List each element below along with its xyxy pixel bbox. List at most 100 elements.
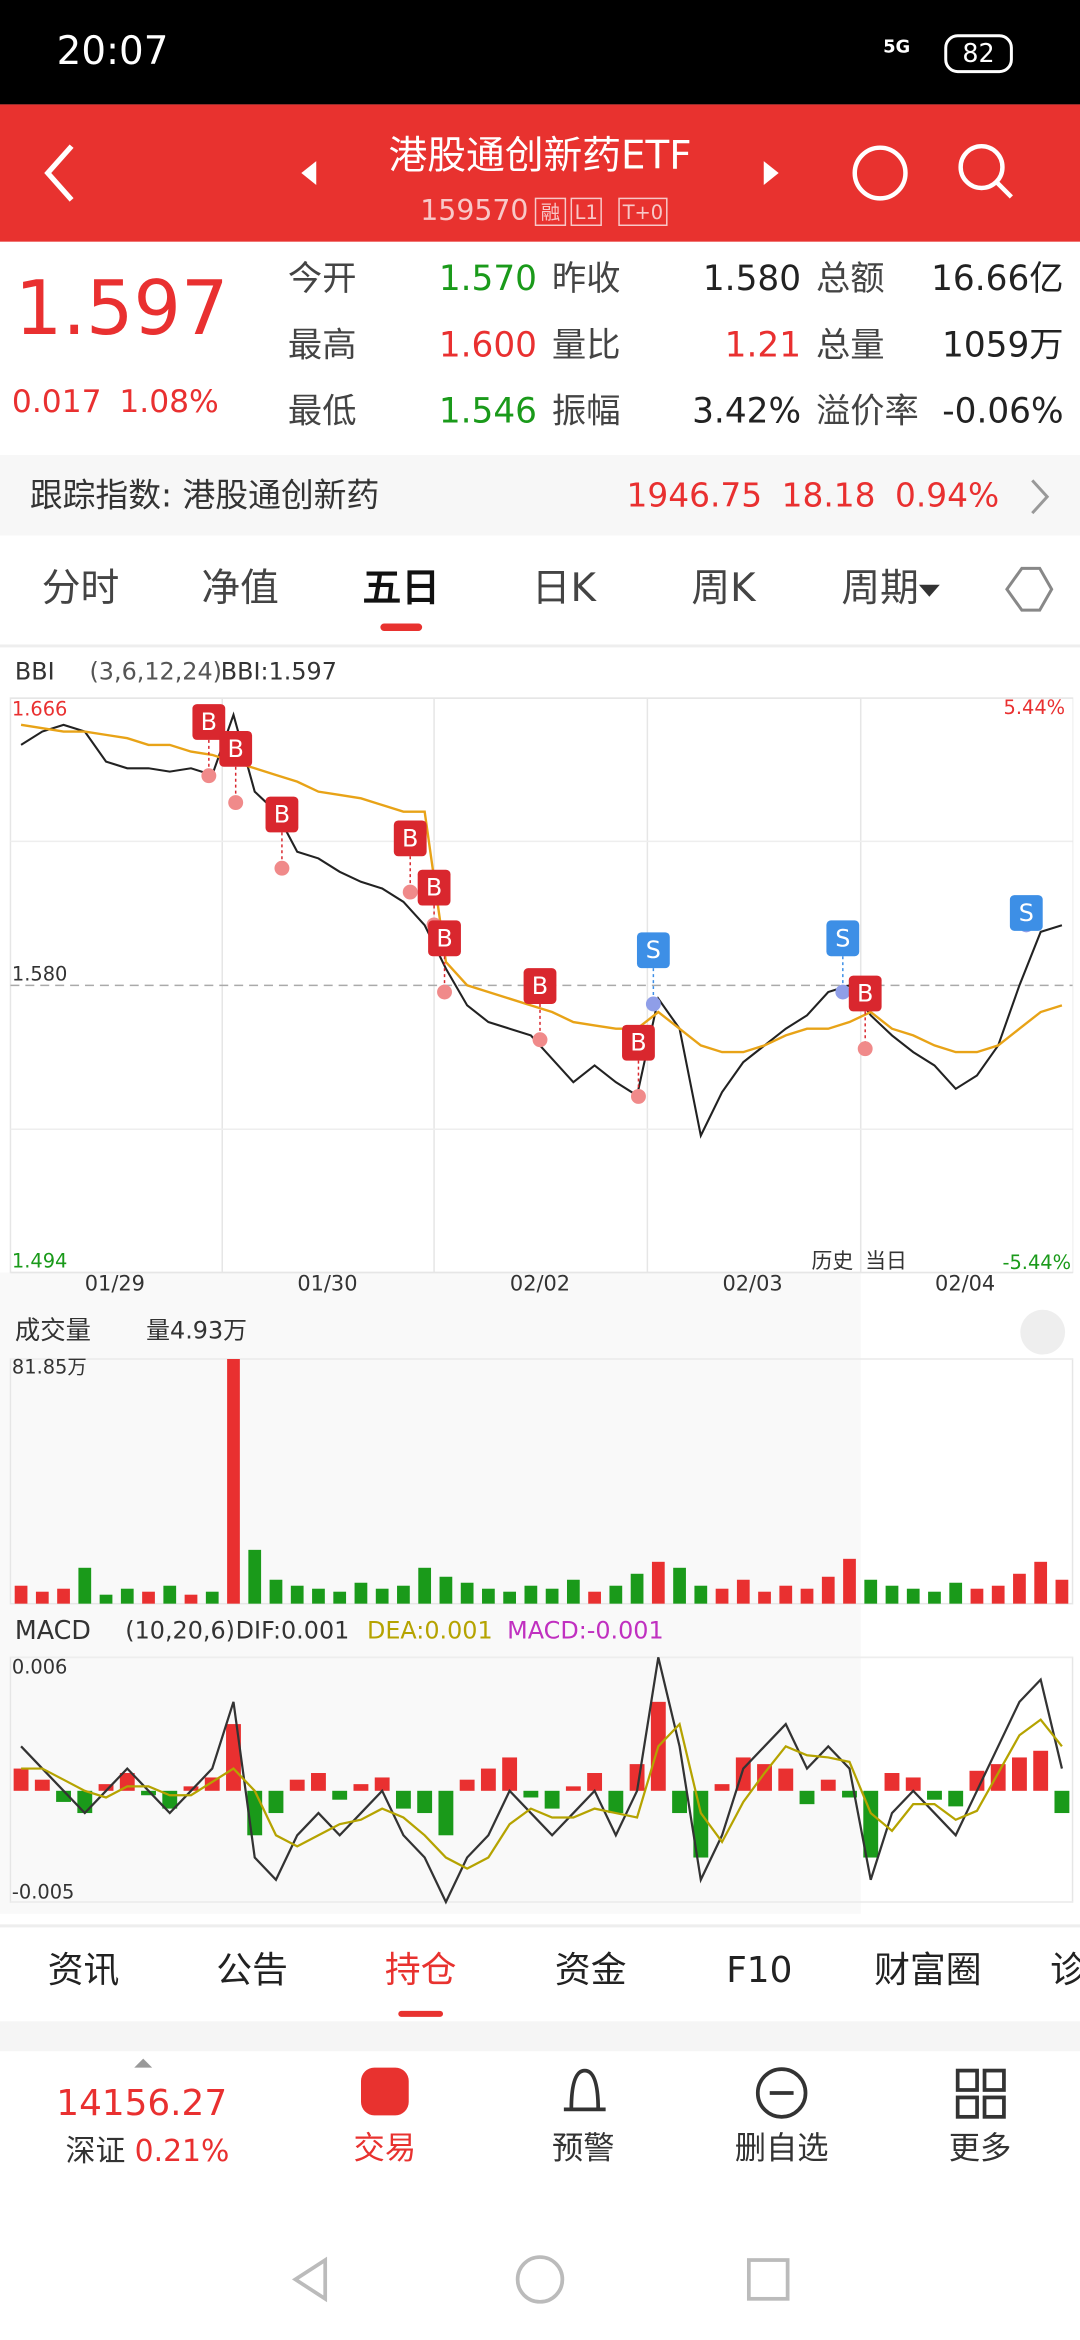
tab[interactable]: 周K — [691, 566, 757, 611]
macd-bar — [799, 1790, 815, 1805]
bottom-tab[interactable]: 诊 — [1050, 1950, 1080, 1991]
nav-item[interactable]: 删自选 — [735, 2131, 829, 2167]
nav-back[interactable] — [291, 2256, 328, 2303]
bottom-tab[interactable]: 持仓 — [385, 1950, 457, 1991]
volume-bar — [545, 1588, 559, 1604]
robot-icon[interactable] — [852, 145, 908, 201]
volume-bar — [375, 1588, 389, 1604]
marker-box — [219, 730, 253, 767]
nav-recent[interactable] — [746, 2258, 790, 2301]
field-value: 1.546 — [439, 392, 537, 432]
volume-bar — [694, 1585, 708, 1604]
volume-bar — [843, 1558, 856, 1604]
marker-box — [417, 869, 451, 906]
macd-bar — [544, 1790, 560, 1809]
tab[interactable]: 周期 — [841, 566, 919, 611]
field-label: 最高 — [288, 325, 357, 365]
field-value: 1.21 — [725, 325, 801, 365]
next-button[interactable] — [763, 161, 779, 185]
volume-bar — [269, 1579, 283, 1604]
y-tick-label: 81.85万 — [12, 1355, 87, 1378]
macd-params: (10,20,6) — [125, 1617, 235, 1645]
volume-bar — [57, 1588, 70, 1604]
back-button[interactable] — [44, 144, 74, 202]
divider — [0, 1924, 1080, 1928]
tab[interactable]: 净值 — [201, 566, 279, 611]
nav-item[interactable]: 预警 — [552, 2131, 615, 2167]
header-code: 159570 — [420, 194, 528, 227]
tab[interactable]: 分时 — [42, 566, 120, 611]
field-label: 振幅 — [552, 392, 621, 432]
prev-button[interactable] — [301, 161, 317, 185]
volume-bar — [333, 1591, 347, 1604]
nav-item[interactable]: 更多 — [949, 2131, 1012, 2167]
bottom-tab[interactable]: 财富圈 — [874, 1950, 981, 1991]
tracking-pct: 0.94% — [895, 476, 999, 514]
volume-bar — [1013, 1573, 1026, 1604]
bottom-tab[interactable]: 资讯 — [48, 1950, 120, 1991]
macd-bar — [289, 1779, 305, 1791]
marker-dot — [630, 1088, 646, 1104]
field-label: 今开 — [288, 259, 357, 299]
volume-bar — [163, 1585, 177, 1604]
marker-label: B — [436, 924, 452, 952]
volume-bar — [566, 1579, 580, 1604]
settings-icon[interactable] — [1005, 566, 1054, 612]
volume-current: 量4.93万 — [146, 1317, 247, 1345]
trade-icon[interactable] — [360, 2067, 409, 2116]
volume-bar — [35, 1591, 49, 1604]
field-label: 量比 — [552, 325, 621, 365]
alert-icon[interactable] — [563, 2068, 606, 2112]
status-time: 20:07 — [57, 29, 169, 74]
volume-bar — [312, 1588, 325, 1604]
macd-bar — [332, 1790, 348, 1800]
marker-label: B — [228, 735, 244, 763]
tab[interactable]: 五日 — [362, 566, 440, 611]
bottom-tab-indicator — [398, 2010, 444, 2017]
volume-bar — [290, 1585, 304, 1604]
marker-label: S — [1019, 899, 1034, 927]
status-network: 5G — [883, 37, 910, 58]
marker-label: B — [532, 972, 548, 1000]
tracking-value: 1946.75 — [627, 476, 763, 514]
volume-bar — [205, 1591, 219, 1604]
tab[interactable]: 日K — [532, 566, 598, 611]
nav-home[interactable] — [515, 2255, 565, 2304]
bottom-tab[interactable]: 公告 — [216, 1950, 288, 1991]
macd-bar — [1012, 1757, 1027, 1791]
dif-label: DIF:0.001 — [236, 1617, 350, 1645]
search-icon[interactable] — [958, 143, 1005, 191]
index-arrow — [134, 2058, 153, 2068]
date-label: 02/02 — [510, 1271, 570, 1295]
macd-bar — [565, 1786, 581, 1791]
marker-label: B — [274, 801, 290, 829]
header-tag: 融 — [541, 201, 560, 224]
tracking-bar[interactable] — [0, 454, 1080, 536]
volume-bar — [1055, 1579, 1069, 1604]
remove-icon[interactable] — [755, 2067, 808, 2119]
header-tag: T+0 — [622, 201, 663, 224]
volume-bar — [482, 1588, 495, 1604]
volume-bar — [460, 1582, 474, 1604]
bottom-tab[interactable]: 资金 — [555, 1950, 627, 1991]
bottom-tab[interactable]: F10 — [726, 1950, 792, 1991]
volume-bar — [524, 1585, 538, 1604]
marker-box — [192, 704, 226, 740]
volume-bar — [142, 1591, 155, 1604]
volume-bar — [78, 1567, 92, 1604]
macd-bar — [56, 1790, 71, 1802]
volume-bar — [885, 1585, 899, 1604]
volume-bar — [14, 1585, 28, 1604]
marker-label: B — [201, 708, 217, 736]
volume-bar — [588, 1591, 601, 1604]
macd-bar — [820, 1779, 836, 1791]
marker-label: S — [646, 936, 661, 964]
marker-box — [622, 1024, 655, 1061]
expand-button[interactable] — [1020, 1309, 1066, 1355]
more-icon[interactable] — [955, 2068, 1006, 2119]
macd-bar — [948, 1790, 964, 1807]
marker-label: S — [835, 924, 850, 952]
nav-item[interactable]: 交易 — [354, 2131, 417, 2167]
status-bar — [0, 0, 1080, 105]
volume-label: 成交量 — [15, 1315, 91, 1345]
